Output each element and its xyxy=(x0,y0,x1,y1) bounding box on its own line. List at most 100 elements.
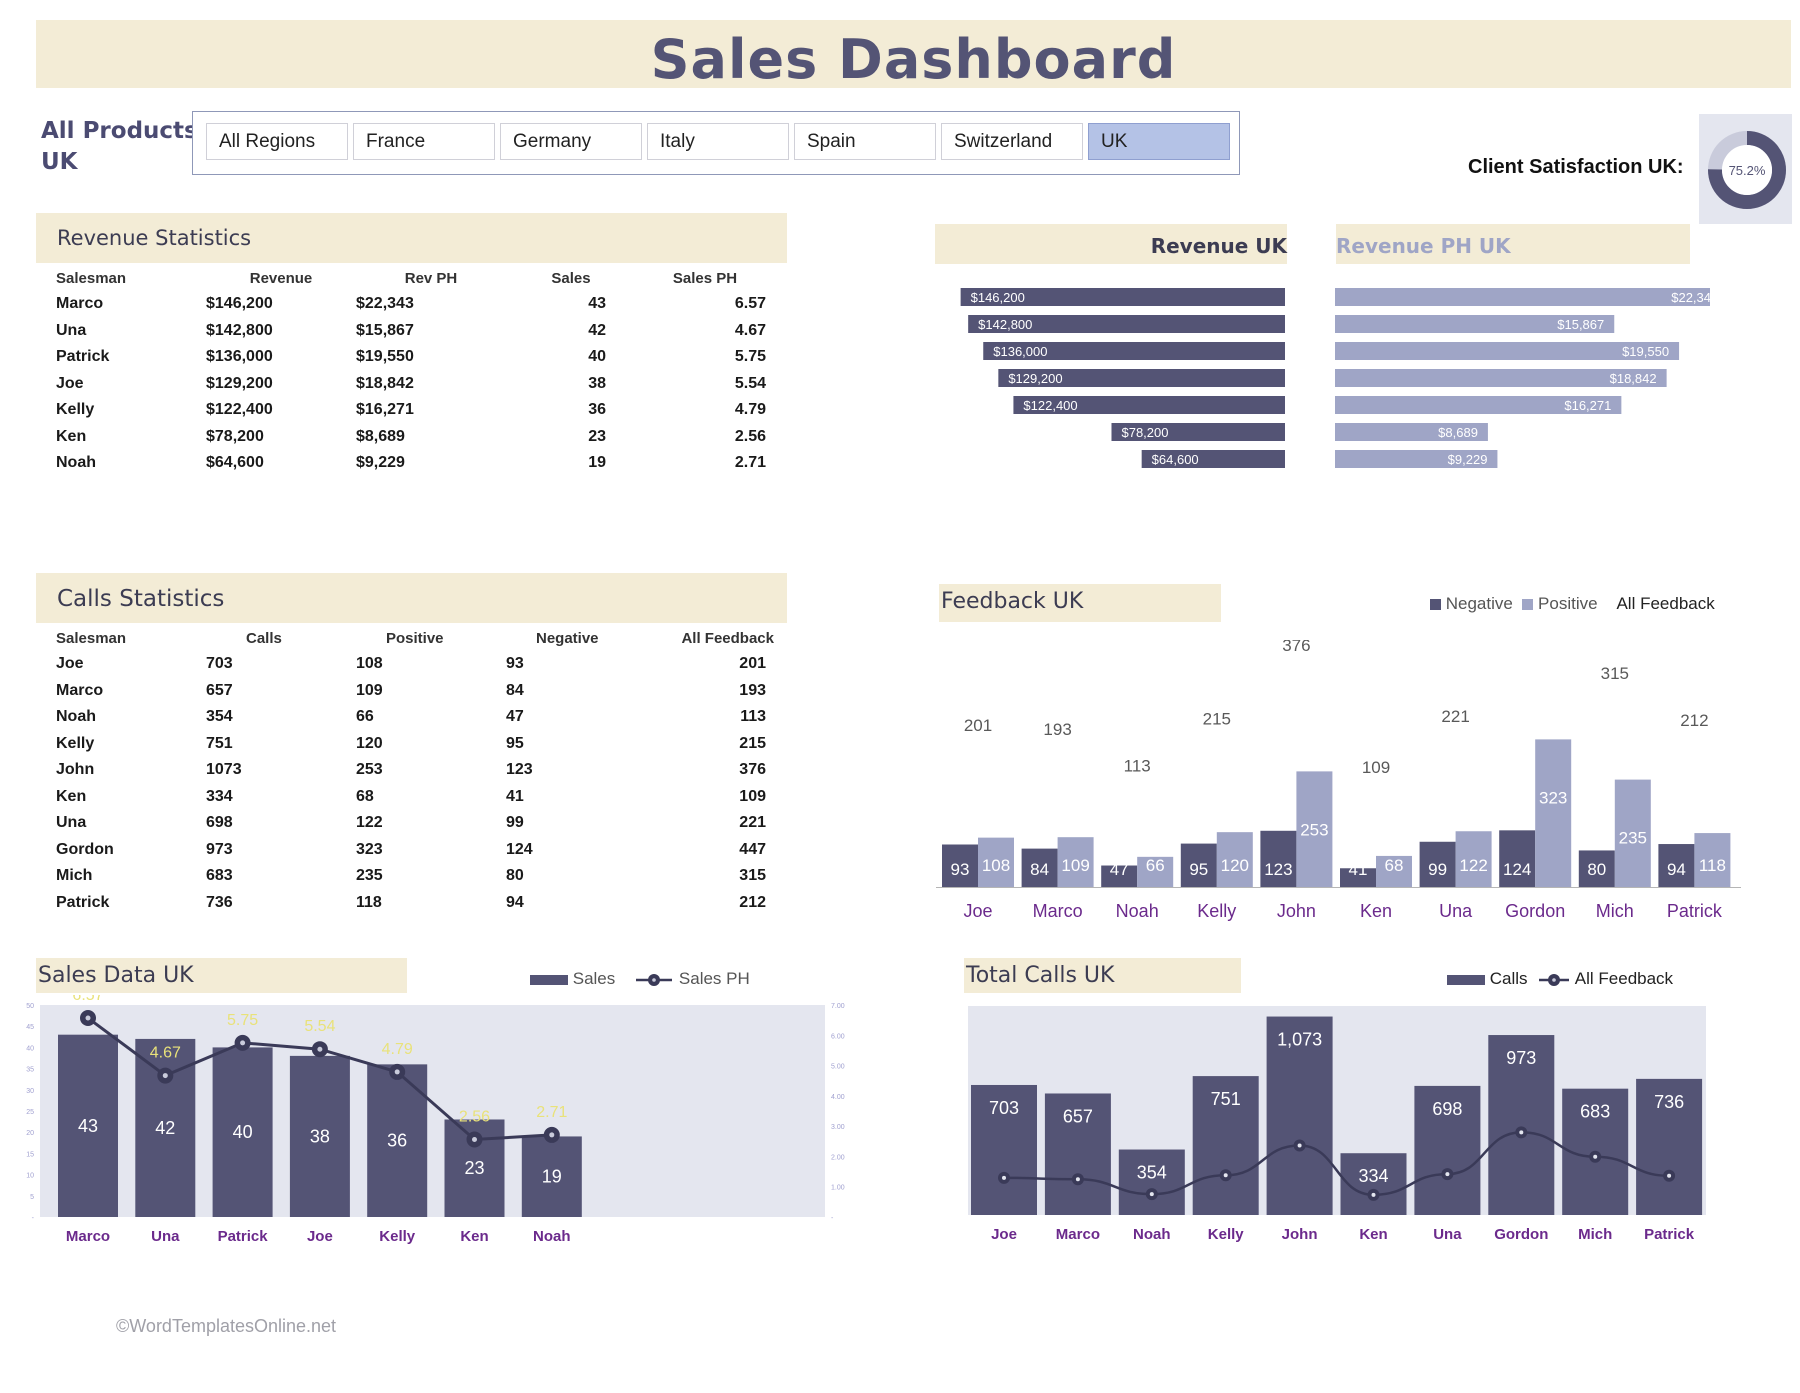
column-header: Sales PH xyxy=(672,269,738,287)
revenue-bar xyxy=(1013,396,1285,414)
category-label: Patrick xyxy=(1667,901,1723,921)
client-satisfaction-donut: 75.2% xyxy=(1708,131,1786,209)
table-cell: 36 xyxy=(588,401,606,419)
negative-value-label: 95 xyxy=(1189,860,1208,879)
title-banner: Sales Dashboard xyxy=(36,20,1791,91)
slicer-option-uk[interactable]: UK xyxy=(1088,123,1230,160)
revenue-chart-title: Revenue UK xyxy=(1150,234,1287,258)
sales-legend: Sales Sales PH xyxy=(530,969,750,989)
client-satisfaction-value: 75.2% xyxy=(1729,163,1766,178)
negative-value-label: 80 xyxy=(1587,860,1606,879)
table-cell: 124 xyxy=(506,840,533,858)
negative-bar xyxy=(1180,843,1217,887)
legend-label: Negative xyxy=(1445,594,1513,613)
sales-bar xyxy=(289,1055,350,1217)
category-label: Noah xyxy=(1116,901,1159,921)
table-header-row: Salesman Calls Positive Negative All Fee… xyxy=(56,625,774,651)
table-cell: Patrick xyxy=(56,348,110,366)
table-cell: 683 xyxy=(206,867,233,885)
revenue-ph-chart-title: Revenue PH UK xyxy=(1336,234,1511,258)
sales-chart: - 5 10 15 20 25 30 35 40 45 50 - 1.00 2.00 3.00 4.00 5.0… xyxy=(26,995,845,1245)
table-cell: $78,200 xyxy=(206,427,264,445)
positive-value-label: 120 xyxy=(1221,856,1249,875)
calls-value-label: 703 xyxy=(989,1098,1019,1118)
table-cell: 2.71 xyxy=(734,454,766,472)
table-row: Ken $78,200 $8,689 23 2.56 xyxy=(56,424,774,451)
table-cell: 120 xyxy=(356,734,383,752)
legend-swatch-all-feedback xyxy=(1538,973,1569,986)
slicer-option-spain[interactable]: Spain xyxy=(794,123,936,160)
table-cell: 68 xyxy=(356,787,374,805)
revenue-ph-bar xyxy=(1335,288,1710,306)
calls-statistics-table: Salesman Calls Positive Negative All Fee… xyxy=(56,625,774,916)
table-cell: $129,200 xyxy=(206,374,273,392)
category-label: Ken xyxy=(1360,901,1392,921)
revenue-bar xyxy=(983,342,1285,360)
legend-swatch-negative xyxy=(1430,599,1441,611)
positive-bar xyxy=(1535,739,1572,887)
calls-bar xyxy=(1340,1153,1407,1215)
category-label: Gordon xyxy=(1494,1226,1548,1243)
category-label: Una xyxy=(1433,1226,1462,1243)
table-cell: 354 xyxy=(206,708,233,726)
calls-chart-header: Total Calls UK xyxy=(964,958,1241,993)
column-header: Calls xyxy=(246,629,282,647)
column-header: Negative xyxy=(536,629,599,647)
table-cell: 38 xyxy=(588,374,606,392)
positive-bar xyxy=(1216,832,1253,887)
y-tick-label: 45 xyxy=(26,1024,34,1031)
table-cell: Mich xyxy=(56,867,93,885)
sales-value-label: 23 xyxy=(464,1158,484,1178)
table-cell: $16,271 xyxy=(356,401,414,419)
positive-value-label: 118 xyxy=(1699,856,1726,875)
table-cell: 118 xyxy=(356,893,382,911)
sales-ph-value-label: 4.79 xyxy=(382,1041,413,1058)
scope-label: All Products UK xyxy=(41,116,198,178)
all-feedback-value-label: 315 xyxy=(1601,664,1629,683)
category-label: Una xyxy=(151,1228,180,1245)
negative-bar xyxy=(1658,844,1695,887)
category-label: Kelly xyxy=(379,1228,416,1245)
negative-value-label: 93 xyxy=(951,860,970,879)
category-label: Joe xyxy=(991,1226,1017,1243)
sales-ph-marker-center xyxy=(394,1069,400,1075)
slicer-option-france[interactable]: France xyxy=(353,123,495,160)
table-cell: Patrick xyxy=(56,893,110,911)
table-cell: Gordon xyxy=(56,840,114,858)
table-row: Joe 703 108 93 201 xyxy=(56,651,774,678)
revenue-ph-bar xyxy=(1335,423,1488,441)
table-cell: 23 xyxy=(588,427,606,445)
region-slicer: All Regions France Germany Italy Spain Switze… xyxy=(192,111,1240,175)
negative-bar xyxy=(1578,850,1615,887)
table-cell: 113 xyxy=(740,708,766,726)
table-cell: 19 xyxy=(588,454,606,472)
y2-tick-label: 1.00 xyxy=(831,1185,845,1192)
sales-ph-marker-center xyxy=(162,1073,168,1079)
table-cell: 4.67 xyxy=(734,321,766,339)
negative-value-label: 84 xyxy=(1030,860,1049,879)
sales-value-label: 43 xyxy=(78,1116,98,1136)
table-cell: 109 xyxy=(356,681,383,699)
feedback-legend: Negative Positive All Feedback xyxy=(1430,594,1715,614)
all-feedback-marker-center xyxy=(1371,1192,1376,1197)
column-header: Rev PH xyxy=(404,269,458,287)
category-label: Patrick xyxy=(1644,1226,1695,1243)
slicer-option-italy[interactable]: Italy xyxy=(647,123,789,160)
all-feedback-marker-center xyxy=(1002,1175,1006,1180)
slicer-option-germany[interactable]: Germany xyxy=(500,123,642,160)
y-tick-label: 15 xyxy=(26,1151,34,1158)
y2-tick-label: 3.00 xyxy=(831,1124,845,1131)
calls-value-label: 1,073 xyxy=(1277,1030,1322,1050)
category-label: Mich xyxy=(1596,901,1634,921)
revenue-ph-bar-label: $22,343 xyxy=(1671,290,1710,305)
slicer-option-all-regions[interactable]: All Regions xyxy=(206,123,348,160)
scope-region: UK xyxy=(41,149,78,175)
calls-bar xyxy=(1414,1085,1481,1215)
sales-bar xyxy=(212,1047,273,1217)
table-cell: 42 xyxy=(588,321,606,339)
table-cell: 657 xyxy=(206,681,233,699)
slicer-option-switzerland[interactable]: Switzerland xyxy=(941,123,1083,160)
positive-bar xyxy=(1057,837,1094,887)
sales-ph-value-label: 6.57 xyxy=(72,995,103,1004)
table-cell: 122 xyxy=(356,814,383,832)
